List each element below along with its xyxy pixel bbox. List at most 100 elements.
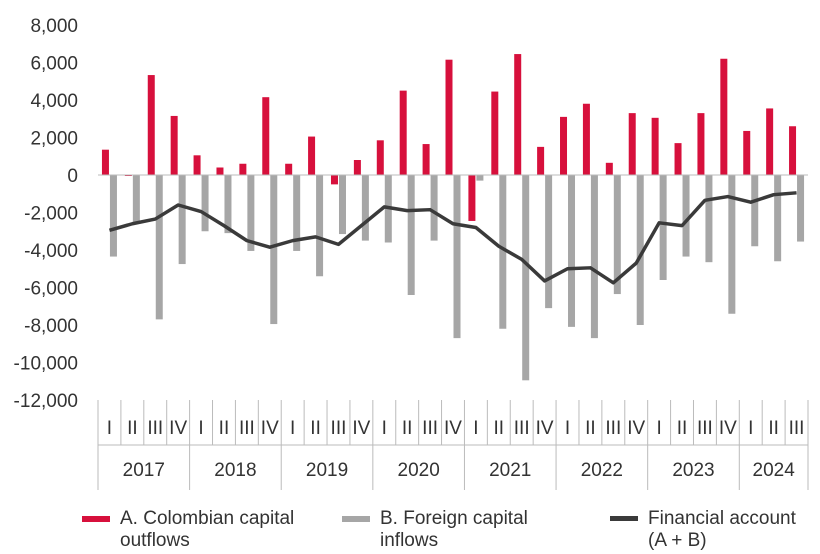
quarter-label: I — [107, 418, 112, 439]
quarter-label: III — [697, 418, 713, 439]
y-tick-label: 6,000 — [30, 54, 78, 75]
bar-inflows — [338, 175, 346, 235]
quarter-label: I — [198, 418, 203, 439]
quarter-label: III — [789, 418, 805, 439]
quarter-label: IV — [261, 418, 279, 439]
legend-label: inflows — [380, 530, 439, 551]
bar-outflows — [147, 75, 155, 175]
quarter-label: III — [147, 418, 163, 439]
bar-inflows — [522, 175, 530, 381]
bar-inflows — [155, 175, 163, 320]
bar-outflows — [422, 144, 430, 175]
y-tick-label: -12,000 — [14, 391, 78, 412]
quarter-label: III — [514, 418, 530, 439]
bar-inflows — [316, 175, 324, 277]
bar-inflows — [293, 175, 301, 251]
line-financial-account — [108, 191, 797, 285]
bar-outflows — [605, 162, 613, 175]
bar-outflows — [674, 143, 682, 175]
year-label: 2023 — [672, 460, 714, 481]
bar-outflows — [262, 97, 270, 175]
bar-inflows — [797, 175, 805, 242]
legend-label: outflows — [120, 530, 190, 551]
quarter-label: IV — [719, 418, 737, 439]
bar-outflows — [193, 155, 201, 175]
bar-outflows — [285, 163, 293, 175]
quarter-label: I — [473, 418, 478, 439]
quarter-label: I — [656, 418, 661, 439]
bar-inflows — [453, 175, 461, 339]
year-label: 2020 — [398, 460, 440, 481]
bar-outflows — [582, 103, 590, 175]
bar-outflows — [468, 175, 476, 221]
quarter-label: III — [239, 418, 255, 439]
quarter-label: II — [494, 418, 505, 439]
y-tick-label: -2,000 — [24, 204, 78, 225]
year-label: 2017 — [123, 460, 165, 481]
legend-label: Financial account — [648, 508, 796, 529]
quarter-label: II — [219, 418, 230, 439]
quarter-label: II — [768, 418, 779, 439]
quarter-label: II — [402, 418, 413, 439]
legend-item-inflows: B. Foreign capital inflows — [342, 508, 528, 552]
bar-inflows — [568, 175, 576, 327]
quarter-label: III — [605, 418, 621, 439]
bar-inflows — [224, 175, 232, 234]
quarter-label: IV — [627, 418, 645, 439]
bar-outflows — [101, 149, 109, 175]
y-tick-label: 0 — [67, 166, 78, 187]
bar-inflows — [590, 175, 598, 339]
chart: 8,000 6,000 4,000 2,000 0 -2,000 -4,000 -6,000 -… — [14, 16, 809, 490]
quarter-label: I — [382, 418, 387, 439]
bar-inflows — [476, 175, 484, 181]
quarter-label: IV — [169, 418, 187, 439]
quarter-label: I — [290, 418, 295, 439]
bar-inflows — [132, 175, 140, 222]
bar-outflows — [445, 59, 453, 175]
year-label: 2021 — [489, 460, 531, 481]
bar-inflows — [407, 175, 415, 295]
y-tick-label: 2,000 — [30, 129, 78, 150]
legend-label: B. Foreign capital — [380, 508, 528, 529]
bar-outflows — [514, 54, 522, 175]
y-tick-label: -8,000 — [24, 316, 78, 337]
year-label: 2024 — [753, 460, 796, 481]
bar-outflows — [399, 90, 407, 175]
quarter-label: II — [127, 418, 138, 439]
legend-item-financial-account: Financial account (A + B) — [610, 508, 796, 552]
bar-inflows — [499, 175, 507, 329]
legend-swatch-red — [82, 516, 110, 522]
y-tick-label: -4,000 — [24, 241, 78, 262]
bar-inflows — [178, 175, 186, 265]
bar-inflows — [751, 175, 759, 247]
bar-outflows — [491, 91, 499, 175]
bar-outflows — [376, 140, 384, 175]
bar-inflows — [361, 175, 369, 241]
bar-inflows — [270, 175, 278, 325]
bar-outflows — [216, 167, 224, 175]
legend-swatch-line — [610, 516, 638, 521]
quarter-label: II — [585, 418, 596, 439]
bar-outflows — [720, 58, 728, 175]
quarter-label: IV — [536, 418, 554, 439]
bar-inflows — [774, 175, 782, 262]
y-tick-label: 8,000 — [30, 16, 78, 37]
y-tick-label: 4,000 — [30, 91, 78, 112]
quarter-label: III — [331, 418, 347, 439]
bar-outflows — [651, 117, 659, 175]
bar-inflows — [705, 175, 713, 263]
bar-inflows — [545, 175, 553, 309]
quarter-label: III — [422, 418, 438, 439]
bar-outflows — [308, 136, 316, 175]
year-label: 2018 — [214, 460, 256, 481]
bar-outflows — [628, 113, 636, 175]
bar-outflows — [789, 126, 797, 175]
bar-inflows — [659, 175, 667, 280]
bar-outflows — [353, 160, 361, 175]
y-tick-label: -6,000 — [24, 279, 78, 300]
legend-label: (A + B) — [648, 530, 707, 551]
bar-outflows — [560, 116, 568, 175]
bar-outflows — [239, 163, 247, 175]
bar-inflows — [430, 175, 438, 241]
